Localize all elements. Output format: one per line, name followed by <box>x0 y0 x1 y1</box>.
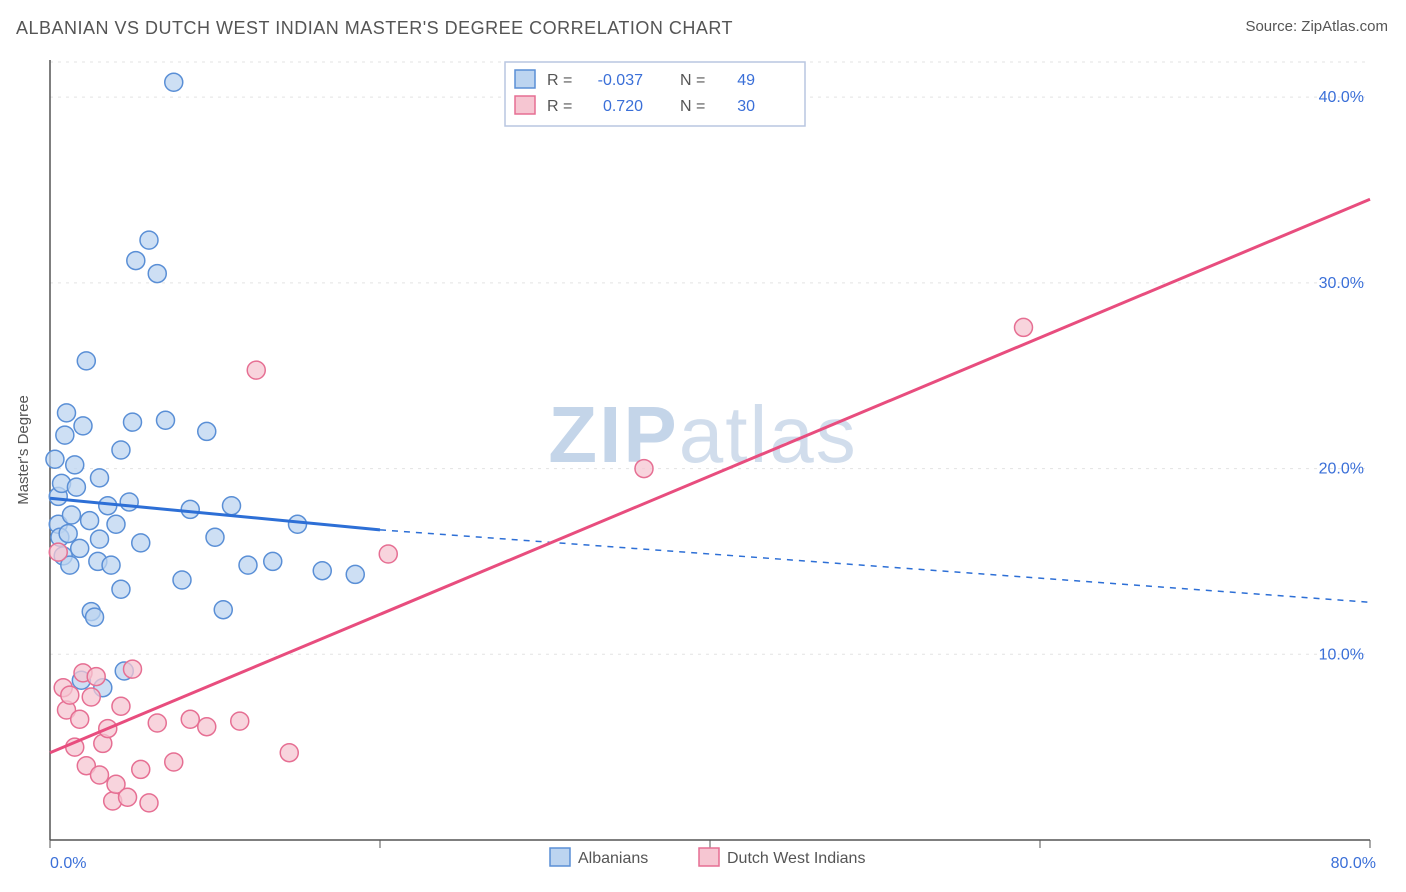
svg-text:Master's Degree: Master's Degree <box>15 395 32 505</box>
svg-text:0.720: 0.720 <box>603 98 643 115</box>
svg-text:R =: R = <box>547 72 572 89</box>
svg-text:40.0%: 40.0% <box>1319 89 1364 106</box>
svg-text:80.0%: 80.0% <box>1331 855 1376 872</box>
svg-text:30.0%: 30.0% <box>1319 275 1364 292</box>
svg-text:N =: N = <box>680 98 705 115</box>
svg-text:0.0%: 0.0% <box>50 855 86 872</box>
svg-text:30: 30 <box>737 98 755 115</box>
svg-text:49: 49 <box>737 72 755 89</box>
svg-text:-0.037: -0.037 <box>598 72 643 89</box>
svg-text:N =: N = <box>680 72 705 89</box>
svg-text:R =: R = <box>547 98 572 115</box>
svg-text:10.0%: 10.0% <box>1319 646 1364 663</box>
svg-text:Dutch West Indians: Dutch West Indians <box>727 850 865 867</box>
svg-text:Albanians: Albanians <box>578 850 648 867</box>
scatter-chart: 10.0% 20.0% 30.0% 40.0% 0.0% 80.0% Master's De… <box>0 0 1406 892</box>
chart-container: ALBANIAN VS DUTCH WEST INDIAN MASTER'S D… <box>0 0 1406 892</box>
svg-text:20.0%: 20.0% <box>1319 461 1364 478</box>
